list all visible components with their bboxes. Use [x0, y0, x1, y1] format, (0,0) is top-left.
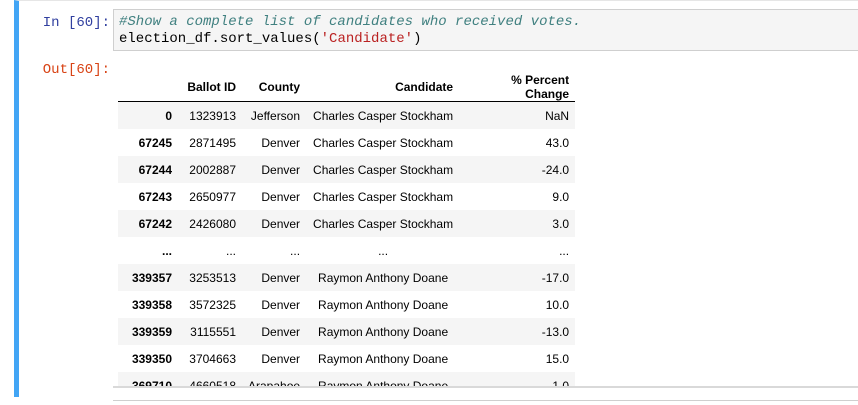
cell-ballot-id: 4660518	[189, 378, 236, 389]
cell-county: Denver	[261, 324, 301, 339]
notebook-cell[interactable]	[14, 0, 858, 397]
table-row: 67244 2002887 Denver Charles Casper Stockha…	[118, 156, 576, 183]
column-header-percent-change: % Percent Change	[459, 73, 576, 102]
table-header-row: Ballot ID County Candidate % Percent Cha…	[118, 73, 576, 102]
table-row: 67245 2871495 Denver Charles Casper Stockha…	[118, 129, 575, 156]
table-row: 339359 3115551 Denver Raymon Anthony Doane -…	[118, 318, 576, 345]
code-editor[interactable]: #Show a complete list of candidates who …	[113, 9, 858, 51]
cell-ballot-id: ...	[225, 243, 236, 258]
table-row: 67242 2426080 Denver Charles Casper Stockha…	[118, 210, 576, 237]
cell-percent-change: ...	[559, 243, 570, 258]
row-index: 67244	[138, 162, 172, 177]
cell-ballot-id: 2650977	[189, 189, 236, 204]
index-header	[118, 73, 178, 102]
row-index: 0	[165, 108, 172, 123]
table-row: 339350 3704663 Denver Raymon Anthony Doane 1…	[118, 345, 575, 372]
cell-candidate: Raymon Anthony Doane	[318, 270, 449, 285]
cell-candidate: Charles Casper Stockham	[313, 108, 454, 123]
cell-ballot-id: 3253513	[189, 270, 236, 285]
table-row: 0 1323913 Jefferson Charles Casper Stockham…	[118, 101, 576, 129]
cell-candidate: Raymon Anthony Doane	[318, 378, 449, 389]
cell-percent-change: -24.0	[541, 162, 570, 177]
cell-percent-change: 1.0	[552, 378, 570, 389]
code-statement: election_df.sort_values('Candidate')	[119, 31, 858, 48]
column-header-county: County	[242, 73, 307, 102]
table-row: 339358 3572325 Denver Raymon Anthony Doane 1…	[118, 291, 575, 318]
cell-candidate: ...	[378, 243, 389, 258]
row-index: 339358	[131, 297, 172, 312]
cell-county: Denver	[261, 297, 301, 312]
cell-candidate: Raymon Anthony Doane	[318, 297, 449, 312]
cell-percent-change: NaN	[545, 108, 570, 123]
cell-percent-change: -17.0	[541, 270, 570, 285]
cell-county: Arapahoe	[248, 378, 301, 389]
table-body: 0 1323913 Jefferson Charles Casper Stockham…	[118, 101, 576, 389]
output-area: Ballot ID County Candidate % Percent Cha…	[113, 58, 858, 388]
cell-candidate: Charles Casper Stockham	[313, 162, 454, 177]
cell-candidate: Raymon Anthony Doane	[318, 324, 449, 339]
column-header-candidate: Candidate	[306, 73, 460, 102]
cell-ballot-id: 3572325	[189, 297, 236, 312]
cell-percent-change: -13.0	[541, 324, 570, 339]
code-prefix: election_df.sort_values(	[119, 31, 321, 47]
cell-ballot-id: 3704663	[189, 351, 236, 366]
next-cell-border	[113, 400, 858, 401]
output-prompt: Out[60]:	[42, 62, 110, 78]
table-row: 67243 2650977 Denver Charles Casper Stockha…	[118, 183, 575, 210]
row-index: 339350	[131, 351, 172, 366]
cell-candidate: Charles Casper Stockham	[313, 189, 454, 204]
row-index: 67242	[138, 216, 172, 231]
cell-percent-change: 3.0	[552, 216, 570, 231]
row-index: 67245	[138, 135, 172, 150]
cell-ballot-id: 3115551	[190, 324, 236, 339]
code-string: 'Candidate'	[320, 31, 414, 47]
row-index: 67243	[138, 189, 172, 204]
cell-candidate: Charles Casper Stockham	[313, 135, 454, 150]
cell-county: Denver	[261, 270, 301, 285]
cell-county: Denver	[261, 351, 301, 366]
cell-county: Jefferson	[250, 108, 301, 123]
horizontal-scrollbar[interactable]	[113, 386, 858, 388]
cell-candidate: Raymon Anthony Doane	[318, 351, 449, 366]
row-index: 339359	[131, 324, 172, 339]
table-row: ...............	[118, 237, 575, 264]
row-index: 369710	[131, 378, 172, 389]
input-prompt: In [60]:	[42, 15, 110, 31]
code-suffix: )	[413, 31, 422, 47]
row-index: ...	[161, 243, 172, 258]
row-index: 339357	[131, 270, 172, 285]
cell-percent-change: 10.0	[545, 297, 570, 312]
cell-county: Denver	[261, 135, 301, 150]
cell-candidate: Charles Casper Stockham	[313, 216, 454, 231]
table-row: 369710 4660518 Arapahoe Raymon Anthony Doan…	[118, 372, 576, 389]
cell-county: Denver	[261, 189, 301, 204]
cell-percent-change: 9.0	[552, 189, 570, 204]
column-header-ballot-id: Ballot ID	[178, 73, 242, 102]
cell-county: Denver	[261, 216, 301, 231]
cell-ballot-id: 1323913	[189, 108, 236, 123]
cell-ballot-id: 2002887	[189, 162, 236, 177]
table-row: 339357 3253513 Denver Raymon Anthony Doane -…	[118, 264, 576, 291]
cell-county: Denver	[261, 162, 301, 177]
cell-ballot-id: 2426080	[189, 216, 236, 231]
cell-percent-change: 15.0	[545, 351, 570, 366]
cell-county: ...	[290, 243, 301, 258]
cell-percent-change: 43.0	[545, 135, 570, 150]
code-comment: #Show a complete list of candidates who …	[119, 14, 582, 30]
cell-ballot-id: 2871495	[189, 135, 236, 150]
dataframe-table: Ballot ID County Candidate % Percent Cha…	[118, 73, 576, 389]
